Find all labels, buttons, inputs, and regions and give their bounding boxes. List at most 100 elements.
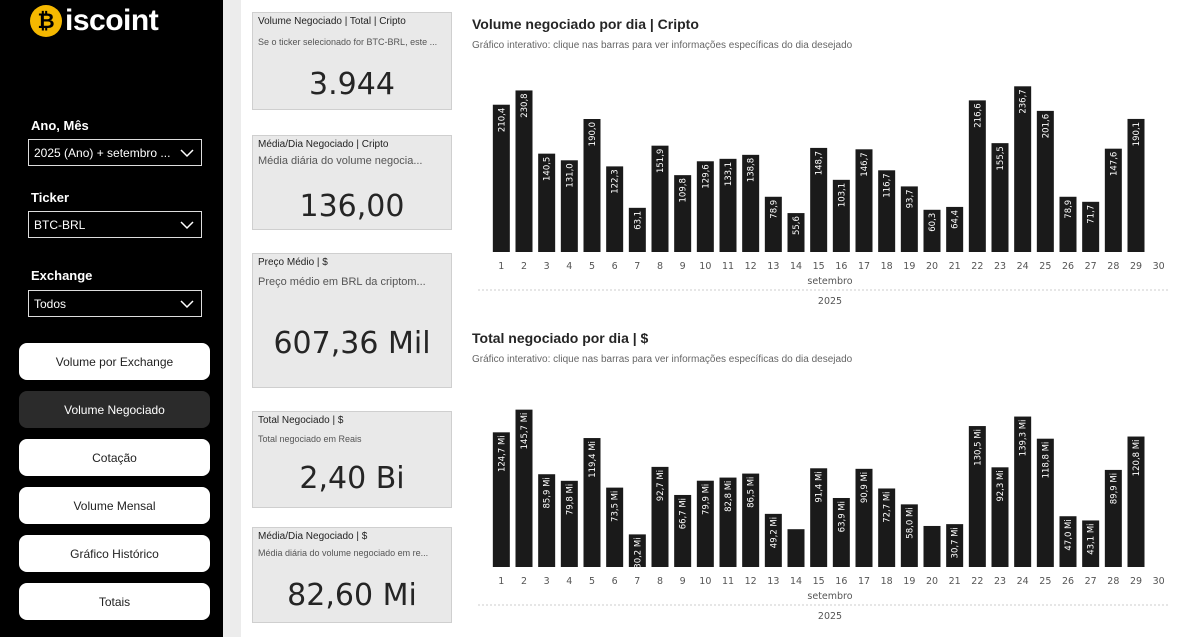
bar[interactable] [742, 473, 760, 567]
bar-data-label: 133,1 [724, 162, 734, 186]
x-tick-label: 20 [926, 261, 938, 272]
nav-volume-negociado-button[interactable]: Volume Negociado [19, 391, 210, 428]
kpi-title: Total Negociado | $ [258, 415, 344, 426]
bar[interactable] [628, 207, 646, 252]
bar[interactable] [832, 179, 850, 252]
bar[interactable] [991, 143, 1009, 252]
period-filter-select[interactable]: 2025 (Ano) + setembro ... [28, 139, 202, 166]
bar[interactable] [560, 160, 578, 252]
bar[interactable] [900, 186, 918, 252]
kpi-volume-total-cripto[interactable]: Volume Negociado | Total | Cripto Se o t… [252, 12, 452, 110]
bar-chart-volume-cripto[interactable]: 210,4 1 230,8 2 140,5 3 131,0 4 190,0 5 122,3 6 63,1… [470, 80, 1175, 310]
bar[interactable] [674, 175, 692, 252]
bar[interactable] [878, 170, 896, 252]
x-tick-label: 27 [1085, 261, 1097, 272]
bar[interactable] [1014, 416, 1032, 567]
bar-data-label: 124,7 Mi [497, 435, 507, 472]
bar[interactable] [606, 487, 624, 567]
exchange-filter-select[interactable]: Todos [28, 290, 202, 317]
bar[interactable] [606, 166, 624, 252]
bar-data-label: 93,7 [905, 189, 915, 208]
kpi-preco-medio[interactable]: Preço Médio | $ Preço médio em BRL da cr… [252, 253, 452, 388]
bar[interactable] [1104, 469, 1122, 567]
bar[interactable] [787, 213, 805, 252]
nav-grafico-historico-button[interactable]: Gráfico Histórico [19, 535, 210, 572]
x-tick-label: 24 [1017, 576, 1029, 587]
bar[interactable] [515, 90, 533, 252]
ticker-filter-select[interactable]: BTC-BRL [28, 211, 202, 238]
chart-title-total-reais: Total negociado por dia | $ [472, 330, 649, 346]
bar[interactable] [515, 409, 533, 567]
bar[interactable] [696, 161, 714, 252]
bar[interactable] [968, 100, 986, 252]
bar[interactable] [923, 525, 941, 567]
bar[interactable] [787, 529, 805, 567]
kpi-total-negociado[interactable]: Total Negociado | $ Total negociado em R… [252, 411, 452, 508]
bar[interactable] [764, 196, 782, 252]
bar-chart-total-reais[interactable]: 124,7 Mi 1 145,7 Mi 2 85,9 Mi 3 79,8 Mi 4 119,4 … [470, 395, 1175, 627]
bar-data-label: 64,4 [951, 210, 961, 229]
bar[interactable] [1127, 436, 1145, 567]
bar[interactable] [1059, 196, 1077, 252]
bar-data-label: 147,6 [1109, 152, 1119, 176]
bar[interactable] [538, 474, 556, 567]
nav-totais-button[interactable]: Totais [19, 583, 210, 620]
x-tick-label: 28 [1107, 576, 1119, 587]
bar[interactable] [583, 438, 601, 567]
bar[interactable] [764, 513, 782, 567]
x-tick-label: 7 [634, 576, 640, 587]
x-tick-label: 12 [745, 576, 757, 587]
bar[interactable] [1036, 110, 1054, 252]
kpi-media-dia-reais[interactable]: Média/Dia Negociado | $ Média diária do … [252, 527, 452, 623]
bar[interactable] [1104, 148, 1122, 252]
bar[interactable] [855, 149, 873, 252]
bar[interactable] [1127, 118, 1145, 253]
bar[interactable] [742, 154, 760, 252]
bar[interactable] [651, 145, 669, 252]
bitcoin-coin-icon: ₿ [30, 5, 62, 37]
bar[interactable] [878, 488, 896, 567]
kpi-media-dia-cripto[interactable]: Média/Dia Negociado | Cripto Média diári… [252, 135, 452, 230]
kpi-value: 136,00 [299, 189, 405, 224]
bar[interactable] [968, 426, 986, 567]
bar[interactable] [900, 504, 918, 567]
nav-cotacao-button[interactable]: Cotação [19, 439, 210, 476]
bar[interactable] [1059, 516, 1077, 567]
bar[interactable] [538, 153, 556, 252]
bar[interactable] [1082, 201, 1100, 252]
nav-volume-por-exchange-button[interactable]: Volume por Exchange [19, 343, 210, 380]
bar[interactable] [810, 147, 828, 252]
bar[interactable] [560, 480, 578, 567]
bar[interactable] [696, 480, 714, 567]
bar[interactable] [1014, 86, 1032, 252]
sidebar: ₿ iscoint Ano, Mês 2025 (Ano) + setembro… [0, 0, 223, 637]
bar[interactable] [810, 468, 828, 567]
bar[interactable] [832, 497, 850, 567]
bar[interactable] [719, 477, 737, 567]
bar[interactable] [492, 432, 510, 567]
bar[interactable] [923, 209, 941, 252]
bar[interactable] [946, 524, 964, 567]
bar[interactable] [651, 466, 669, 567]
x-axis-month-label: setembro [807, 591, 852, 602]
bar[interactable] [674, 494, 692, 567]
bar[interactable] [719, 158, 737, 252]
bar[interactable] [1082, 520, 1100, 567]
x-tick-label: 29 [1130, 261, 1142, 272]
bar[interactable] [991, 467, 1009, 567]
x-tick-label: 4 [566, 576, 572, 587]
x-tick-label: 18 [881, 576, 893, 587]
bar-data-label: 146,7 [860, 152, 870, 176]
x-tick-label: 19 [903, 261, 915, 272]
nav-volume-mensal-button[interactable]: Volume Mensal [19, 487, 210, 524]
x-tick-label: 15 [813, 261, 825, 272]
bar-data-label: 201,6 [1041, 114, 1051, 138]
bar[interactable] [628, 534, 646, 567]
bar[interactable] [492, 104, 510, 252]
bar-data-label: 63,9 Mi [837, 501, 847, 532]
bar-data-label: 78,9 [1064, 200, 1074, 219]
bar[interactable] [946, 206, 964, 252]
bar[interactable] [855, 468, 873, 567]
bar[interactable] [583, 119, 601, 252]
bar[interactable] [1036, 438, 1054, 567]
